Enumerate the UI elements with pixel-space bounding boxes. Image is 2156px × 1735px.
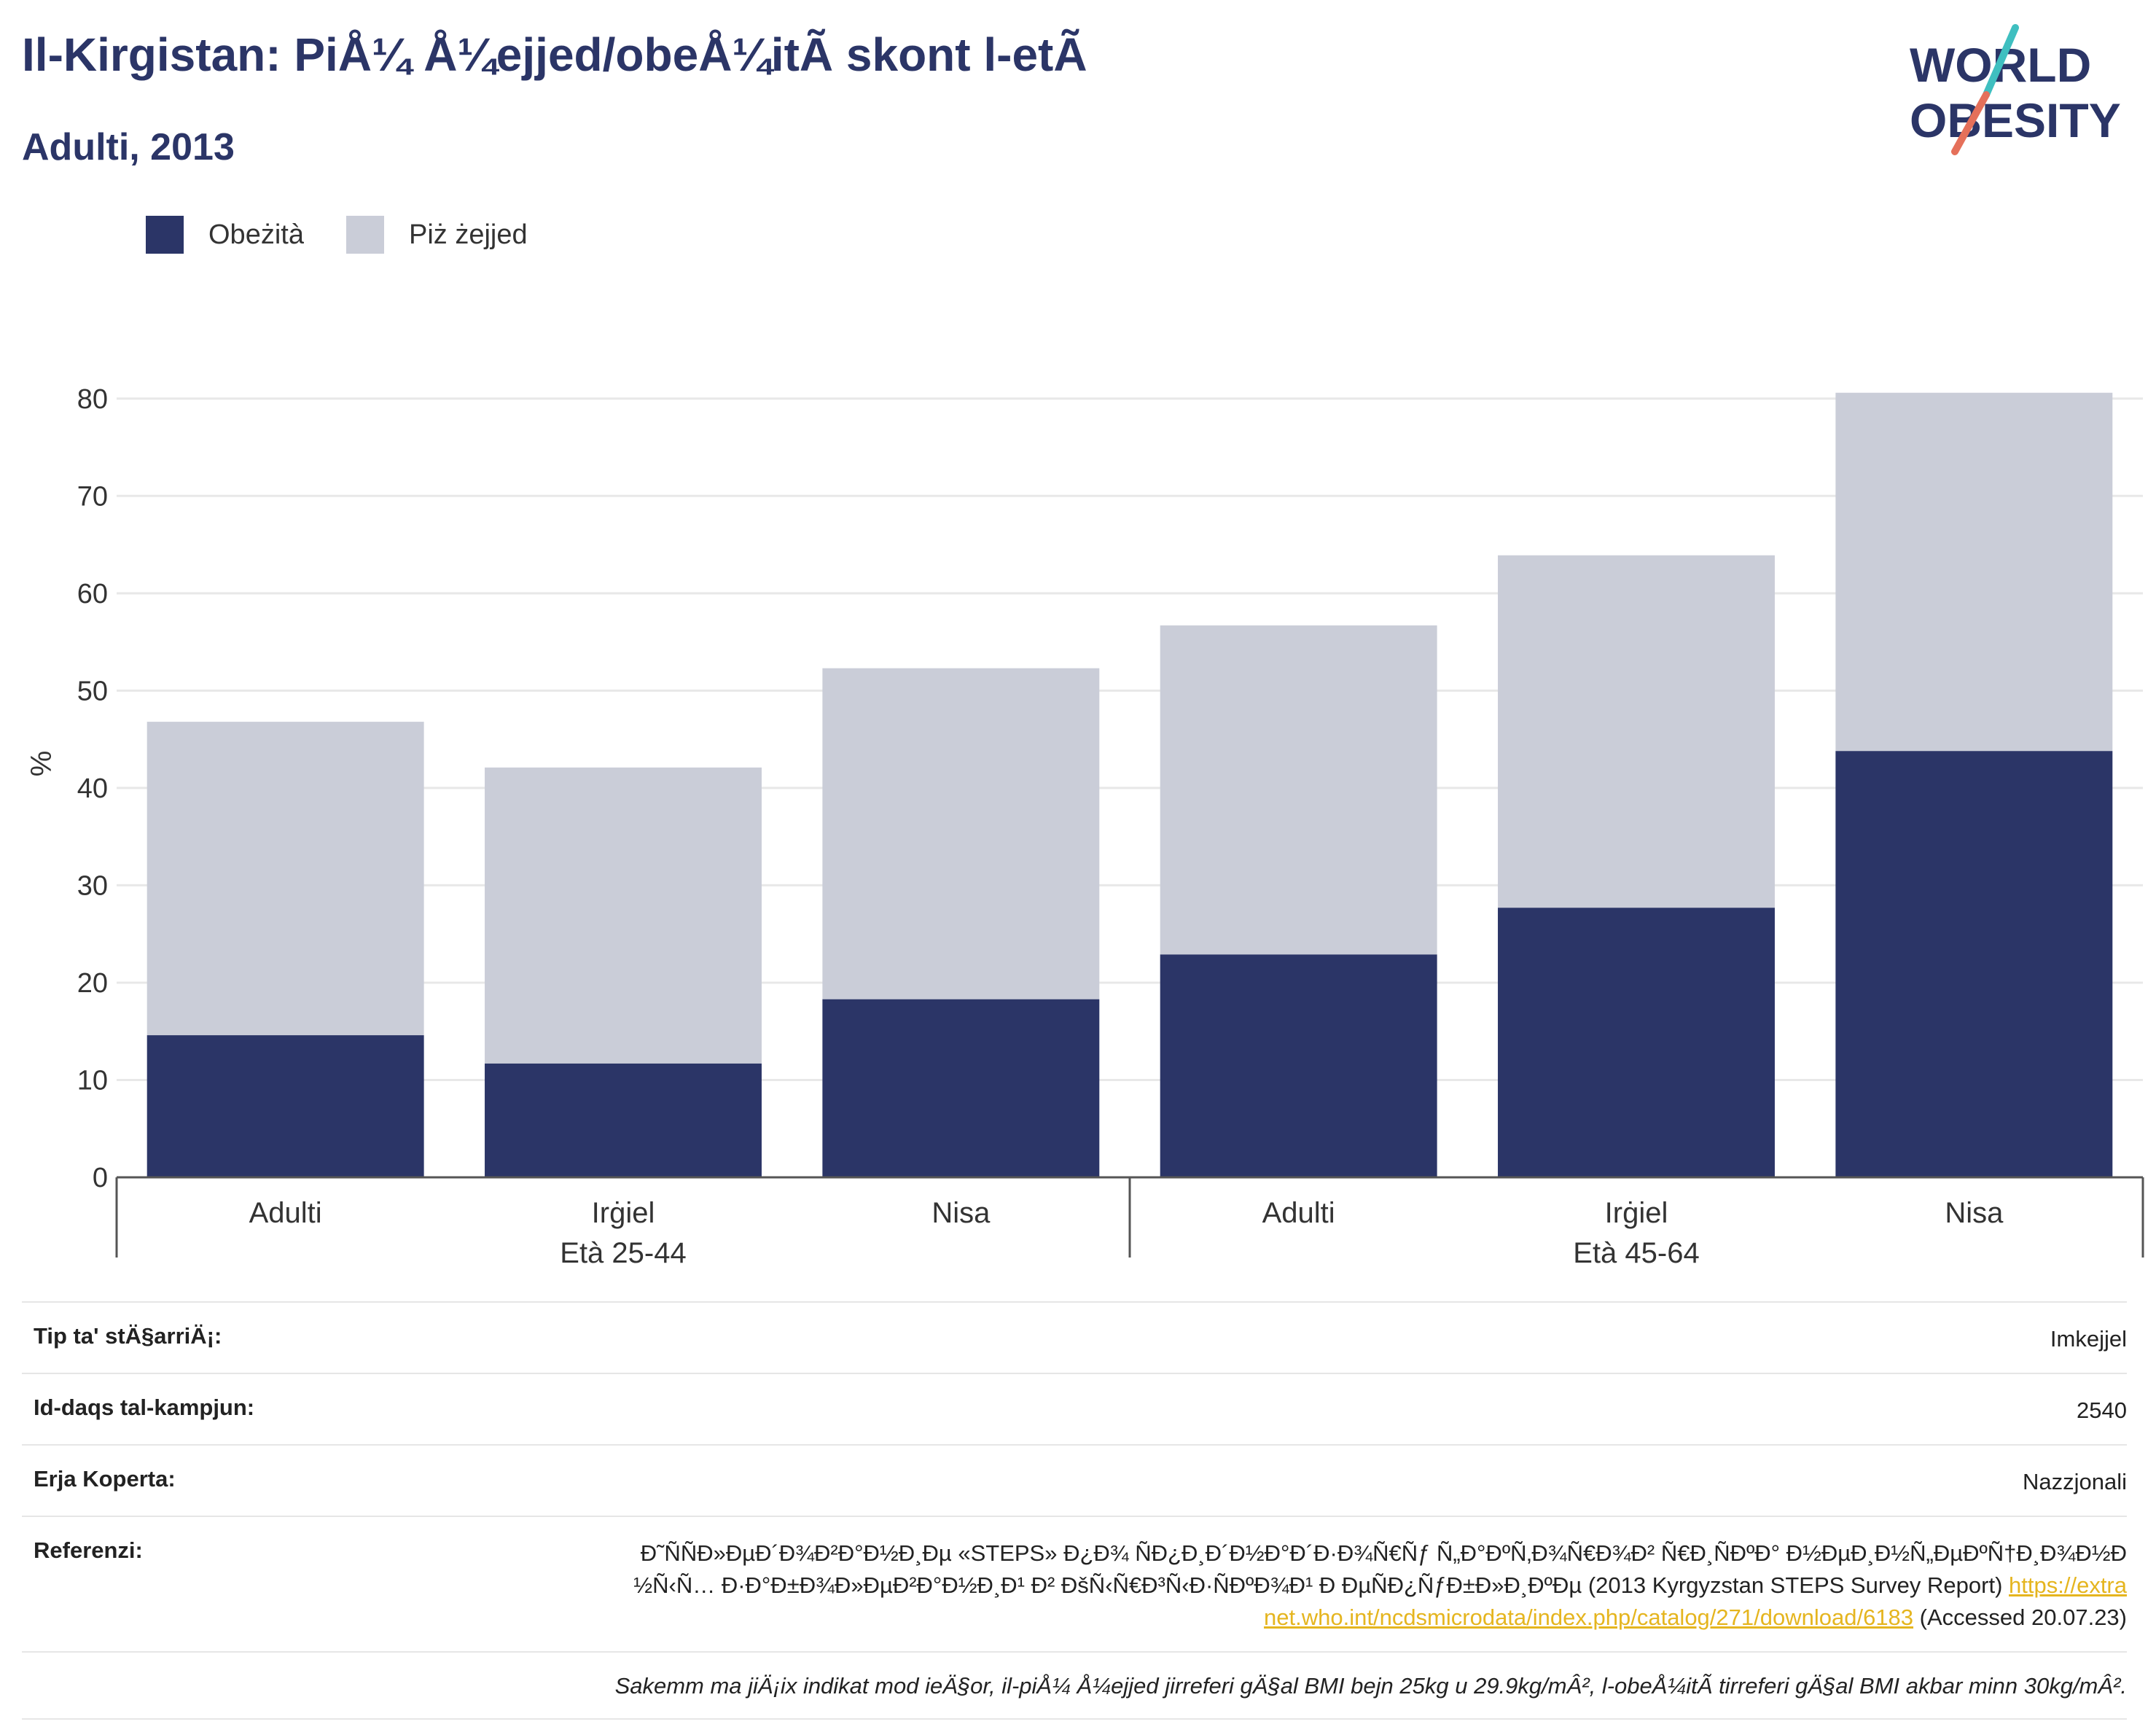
y-tick-label: 50 — [77, 676, 108, 706]
y-tick-label: 10 — [77, 1065, 108, 1096]
bar-obesity[interactable] — [822, 999, 1100, 1177]
reference-accessed: (Accessed 20.07.23) — [1919, 1605, 2127, 1630]
chart-subtitle: Adulti, 2013 — [22, 126, 235, 168]
info-table: Tip ta' stÄ§arriÄ¡: Imkejjel Id-daqs tal… — [22, 1301, 2127, 1720]
x-tick-label: Nisa — [931, 1197, 991, 1229]
info-label-area: Erja Koperta: — [34, 1466, 176, 1492]
bar-overweight[interactable] — [147, 722, 424, 1036]
y-tick-label: 80 — [77, 384, 108, 415]
bar-overweight[interactable] — [1835, 392, 2113, 752]
x-tick-label: Irġiel — [592, 1197, 655, 1229]
x-tick-label: Nisa — [1945, 1197, 2004, 1229]
group-label: Età 25-44 — [560, 1237, 686, 1269]
footnote: Sakemm ma jiÄ¡ix indikat mod ieÄ§or, il-… — [22, 1651, 2127, 1720]
stacked-bar-chart: 0 10 20 30 40 50 60 70 80% Adulti Irġiel Nisa Adulti… — [26, 384, 2144, 1269]
info-label-survey-type: Tip ta' stÄ§arriÄ¡: — [34, 1323, 222, 1349]
info-label-references: Referenzi: — [34, 1537, 143, 1563]
info-value-area: Nazzjonali — [2022, 1469, 2127, 1494]
reference-text: Ð˜ÑÑÐ»ÐµÐ´Ð¾Ð²Ð°Ð½Ð¸Ðµ «STEPS» Ð¿Ð¾ ÑÐ¿Ð… — [633, 1540, 2127, 1598]
legend-swatch-overweight — [345, 216, 384, 254]
legend-label-overweight: Piż żejjed — [408, 219, 528, 250]
chart-title: Il-Kirgistan: PiÅ¼ Å¼ejjed/obeÅ¼itÃ skon… — [22, 28, 1087, 81]
y-tick-label: 30 — [77, 870, 108, 901]
info-value-survey-type: Imkejjel — [2050, 1326, 2127, 1352]
bar-obesity[interactable] — [1835, 751, 2113, 1177]
bar-overweight[interactable] — [485, 767, 762, 1064]
x-tick-label: Irġiel — [1605, 1197, 1668, 1229]
y-tick-label: 0 — [93, 1163, 108, 1193]
group-label: Età 45-64 — [1573, 1237, 1699, 1269]
info-value-sample-size: 2540 — [2077, 1397, 2127, 1423]
bar-obesity[interactable] — [1498, 908, 1775, 1177]
reference-link[interactable]: https://extranet.who.int/ncdsmicrodata/i… — [1264, 1572, 2127, 1630]
legend-swatch-obesity — [146, 216, 184, 254]
x-tick-label: Adulti — [1262, 1197, 1335, 1229]
world-obesity-logo: WORLD OBESITY — [1910, 24, 2121, 155]
info-row-references: Referenzi: Ð˜ÑÑÐ»ÐµÐ´Ð¾Ð²Ð°Ð½Ð¸Ðµ «STEPS… — [22, 1516, 2127, 1651]
y-tick-label: 20 — [77, 968, 108, 999]
info-row-sample-size: Id-daqs tal-kampjun: 2540 — [22, 1373, 2127, 1444]
logo-slash-teal — [1983, 24, 2019, 98]
legend-label-obesity: Obeżità — [208, 219, 304, 250]
legend: Obeżità Piż żejjed — [146, 216, 570, 254]
bar-overweight[interactable] — [822, 668, 1100, 999]
info-row-survey-type: Tip ta' stÄ§arriÄ¡: Imkejjel — [22, 1301, 2127, 1373]
logo-word-obesity: OBESITY — [1910, 93, 2121, 147]
bar-obesity[interactable] — [485, 1063, 762, 1177]
y-tick-label: 40 — [77, 773, 108, 804]
logo-slash-coral — [1951, 91, 1990, 155]
bar-obesity[interactable] — [1160, 954, 1437, 1177]
info-row-area: Erja Koperta: Nazzjonali — [22, 1444, 2127, 1516]
info-value-references: Ð˜ÑÑÐ»ÐµÐ´Ð¾Ð²Ð°Ð½Ð¸Ðµ «STEPS» Ð¿Ð¾ ÑÐ¿Ð… — [633, 1537, 2127, 1634]
legend-item-obesity[interactable]: Obeżità — [146, 216, 304, 254]
y-axis-label: % — [26, 751, 58, 777]
bar-overweight[interactable] — [1160, 625, 1437, 955]
y-tick-label: 70 — [77, 481, 108, 512]
info-label-sample-size: Id-daqs tal-kampjun: — [34, 1395, 255, 1420]
y-tick-label: 60 — [77, 579, 108, 609]
x-tick-label: Adulti — [249, 1197, 322, 1229]
bar-overweight[interactable] — [1498, 555, 1775, 908]
bar-obesity[interactable] — [147, 1035, 424, 1177]
legend-item-overweight[interactable]: Piż żejjed — [345, 216, 528, 254]
